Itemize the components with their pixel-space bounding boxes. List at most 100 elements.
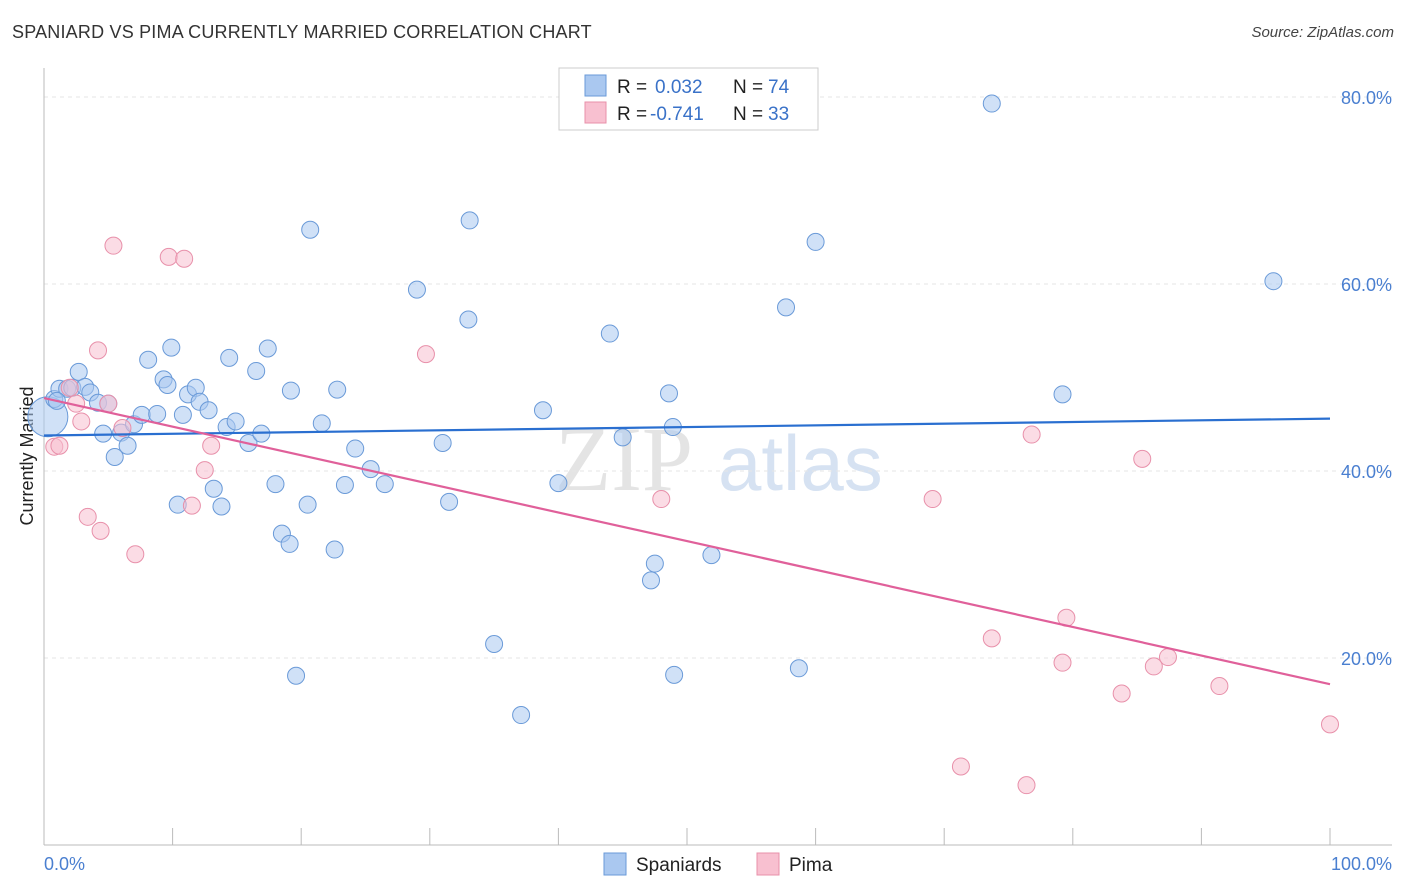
spaniards-point [173,405,192,424]
spaniards-point [645,554,664,573]
spaniards-point [301,220,320,239]
spaniards-point [659,384,678,403]
bottom-legend-swatch-pima [756,852,780,876]
pima-point [60,378,79,397]
trend-lines [43,396,1331,686]
legend-n-value-pima: 33 [768,104,789,125]
spaniards-point [440,492,459,511]
spaniards-point [105,447,124,466]
spaniards-point [982,94,1001,113]
spaniards-point [328,380,347,399]
pima-point [89,341,108,360]
spaniards-point [533,401,552,420]
spaniards-point [199,401,218,420]
x-tick-label-max: 100.0% [1331,854,1392,874]
pima-point [416,345,435,364]
bottom-legend: Spaniards Pima [603,852,833,876]
spaniards-point [148,404,167,423]
spaniards-point [665,665,684,684]
pima-point [1144,657,1163,676]
pima-point [99,394,118,413]
spaniards-point [459,310,478,329]
pima-point [202,436,221,455]
spaniards-point [118,436,137,455]
pima-point [126,545,145,564]
pima-point [78,507,97,526]
legend-n-value-spaniards: 74 [768,77,790,98]
pima-point [175,249,194,268]
spaniards-point [335,476,354,495]
spaniards-point [162,338,181,357]
pima-point [113,418,132,437]
pima-trend-line [43,396,1331,686]
spaniards-point [258,339,277,358]
spaniards-trend-line [43,417,1331,437]
spaniards-point [512,706,531,725]
y-tick-label-40: 40.0% [1341,462,1392,482]
bottom-legend-swatch-spaniards [603,852,627,876]
pima-point [923,490,942,509]
spaniards-point [69,362,88,381]
spaniards-point [702,546,721,565]
spaniards-point [485,634,504,653]
pima-point [72,412,91,431]
spaniards-point [266,475,285,494]
spaniards-point [346,439,365,458]
spaniards-point [247,361,266,380]
pima-point [1133,449,1152,468]
spaniards-point [139,350,158,369]
spaniards-point [280,534,299,553]
legend-n-label-spaniards: N = [733,77,763,98]
legend-r-label-pima: R = [617,104,647,125]
spaniards-point [1264,272,1283,291]
spaniards-point [375,475,394,494]
y-tick-label-80: 80.0% [1341,88,1392,108]
spaniards-points [27,94,1283,725]
pima-point [159,247,178,266]
pima-point [951,757,970,776]
spaniards-point [158,375,177,394]
x-tick-label-min: 0.0% [44,854,85,874]
spaniards-point [777,298,796,317]
legend-swatch-pima [584,101,607,124]
spaniards-point [204,479,223,498]
spaniards-point [220,348,239,367]
gridlines [44,96,1392,659]
legend-n-label-pima: N = [733,104,763,125]
spaniards-point [613,428,632,447]
legend-r-value-pima: -0.741 [650,104,704,125]
spaniards-point [298,495,317,514]
chart-title: SPANIARD VS PIMA CURRENTLY MARRIED CORRE… [12,22,592,42]
pima-point [1158,648,1177,667]
pima-points [45,236,1339,795]
x-ticks [43,828,1331,845]
spaniards-point [549,474,568,493]
legend: R = 0.032 N = 74 R = -0.741 N = 33 [558,67,819,131]
spaniards-point [325,540,344,559]
spaniards-point [806,232,825,251]
pima-point [1112,684,1131,703]
spaniards-point [226,412,245,431]
spaniards-point [287,666,306,685]
bottom-legend-label-spaniards: Spaniards [636,855,722,876]
spaniards-point [460,211,479,230]
pima-point [1022,425,1041,444]
spaniards-point [407,280,426,299]
spaniards-point [1053,385,1072,404]
legend-r-label-spaniards: R = [617,77,647,98]
spaniards-point [600,324,619,343]
pima-point [982,629,1001,648]
source-label: Source: ZipAtlas.com [1251,24,1394,41]
pima-point [1053,653,1072,672]
watermark-atlas: atlas [718,419,883,507]
spaniards-point [433,433,452,452]
axes [43,68,1392,846]
y-tick-label-60: 60.0% [1341,275,1392,295]
pima-point [195,461,214,480]
pima-point [182,496,201,515]
spaniards-point [212,497,231,516]
y-tick-labels: 20.0% 40.0% 60.0% 80.0% [1341,88,1392,669]
pima-point [50,436,69,455]
pima-point [91,521,110,540]
